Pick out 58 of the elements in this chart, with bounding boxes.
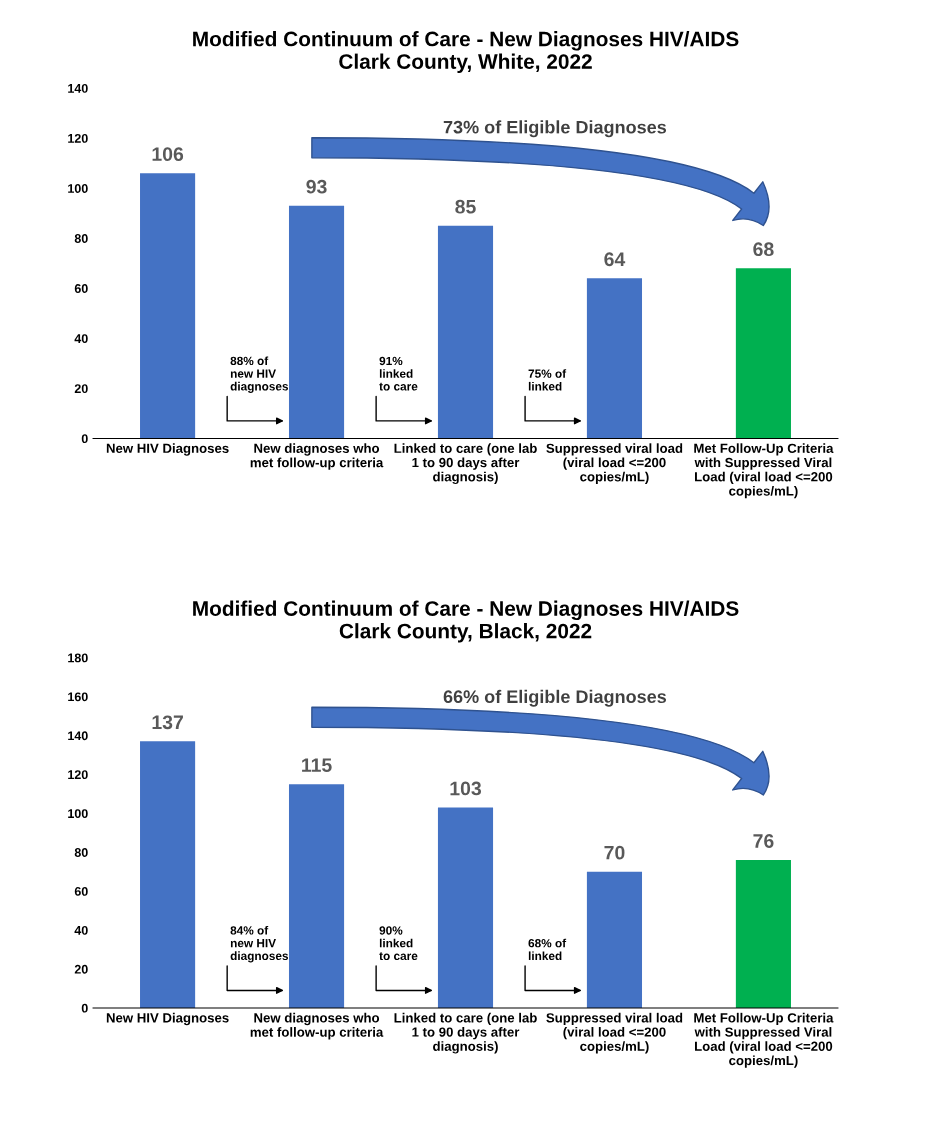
y-tick-label: 120 (68, 770, 88, 780)
y-tick-label: 80 (74, 848, 88, 857)
y-tick-label: 180 (68, 653, 88, 663)
y-tick-label: 100 (68, 809, 88, 818)
data-label: 85 (455, 199, 476, 214)
bar (735, 860, 791, 1008)
chart-title: Modified Continuum of Care - New Diagnoses HIV/AIDS Clark County, Black, 2022 (193, 600, 739, 643)
bar (437, 807, 494, 1008)
x-tick-label: Met Follow-Up Criteria with Suppressed Viral Load (viral load <=200 copies/mL) (694, 443, 834, 499)
data-label: 115 (302, 758, 332, 772)
bar (140, 741, 196, 1008)
data-label: 76 (753, 834, 774, 848)
bar (288, 205, 345, 439)
y-tick-label: 100 (68, 184, 88, 193)
data-label: 70 (604, 845, 625, 860)
x-tick-label: Linked to care (one lab 1 to 90 days after diagnosis) (394, 1012, 537, 1054)
y-tick-label: 140 (68, 731, 88, 741)
annotation: 66% of Eligible Diagnoses (443, 689, 667, 707)
y-tick-label: 40 (74, 334, 88, 344)
y-tick-label: 120 (68, 133, 88, 143)
x-tick-label: New HIV Diagnoses (106, 1012, 229, 1026)
bar (586, 278, 643, 439)
x-tick-label: Met Follow-Up Criteria with Suppressed Viral Load (viral load <=200 copies/mL) (694, 1012, 834, 1068)
data-label: 137 (152, 715, 183, 730)
annotation: 88% of new HIV diagnoses (230, 356, 289, 393)
y-tick-label: 80 (74, 234, 88, 243)
y-tick-label: 0 (81, 434, 88, 444)
x-tick-label: New HIV Diagnoses (106, 443, 229, 456)
annotation: 91% linked to care (379, 356, 418, 391)
data-label: 68 (753, 242, 774, 257)
bar (140, 173, 196, 439)
annotation: 75% of linked (528, 369, 567, 391)
annotation: 90% linked to care (379, 926, 418, 961)
chart-title: Modified Continuum of Care - New Diagnoses HIV/AIDS Clark County, White, 2022 (193, 31, 739, 74)
annotation: 73% of Eligible Diagnoses (443, 120, 667, 138)
data-label: 106 (152, 147, 184, 162)
annotation: 84% of new HIV diagnoses (230, 925, 289, 963)
x-tick-label: New diagnoses who met follow-up criteria (250, 443, 384, 470)
y-tick-label: 140 (68, 83, 88, 93)
data-label: 93 (306, 179, 327, 194)
y-tick-label: 20 (74, 964, 88, 974)
x-tick-label: Suppressed viral load (viral load <=200 copies/mL) (546, 1012, 683, 1054)
data-label: 103 (450, 781, 482, 796)
bar (288, 784, 345, 1008)
x-tick-label: Linked to care (one lab 1 to 90 days after diagnosis) (394, 443, 537, 485)
data-label: 64 (604, 252, 626, 267)
bar (735, 268, 791, 439)
y-tick-label: 60 (74, 284, 88, 293)
x-tick-label: Suppressed viral load (viral load <=200 copies/mL) (546, 443, 683, 485)
bar (586, 871, 643, 1008)
y-tick-label: 60 (74, 886, 88, 896)
bar (437, 225, 494, 439)
x-tick-label: New diagnoses who met follow-up criteria (250, 1012, 384, 1040)
y-tick-label: 160 (68, 692, 88, 702)
annotation: 68% of linked (528, 938, 567, 961)
y-tick-label: 20 (74, 384, 88, 394)
y-tick-label: 40 (74, 925, 88, 935)
y-tick-label: 0 (81, 1003, 88, 1013)
